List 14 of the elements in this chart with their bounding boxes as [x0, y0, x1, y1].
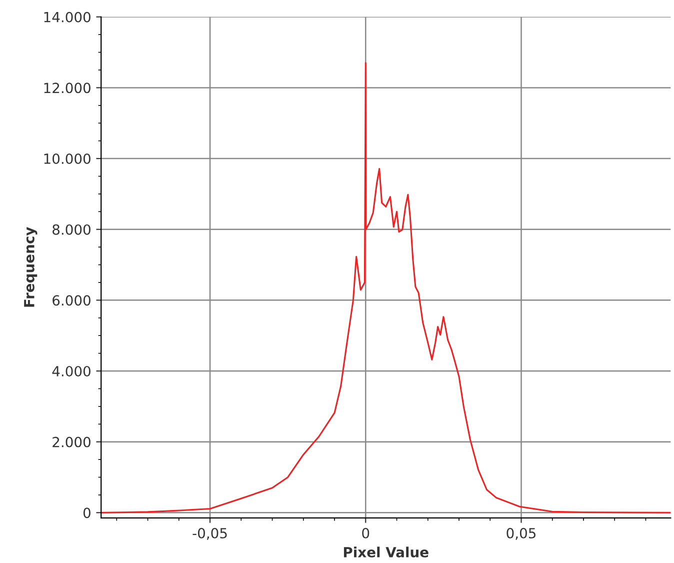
y-tick-label: 2.000: [52, 436, 90, 448]
y-tick-label: 0: [83, 508, 90, 518]
y-tick-label: 6.000: [52, 295, 90, 306]
x-tick-label: 0: [362, 528, 370, 538]
line-series: [101, 62, 671, 514]
y-tick-label: 14.000: [44, 12, 90, 22]
y-axis-title: Frequency: [24, 227, 38, 307]
y-tick-label: 12.000: [44, 82, 90, 94]
x-tick-label: -0,05: [192, 528, 227, 540]
x-tick-label: 0,05: [506, 528, 536, 540]
y-tick-label: 4.000: [52, 366, 90, 376]
x-axis-title: Pixel Value: [344, 546, 428, 558]
y-tick-label: 10.000: [44, 154, 90, 164]
y-tick-label: 8.000: [52, 224, 90, 235]
